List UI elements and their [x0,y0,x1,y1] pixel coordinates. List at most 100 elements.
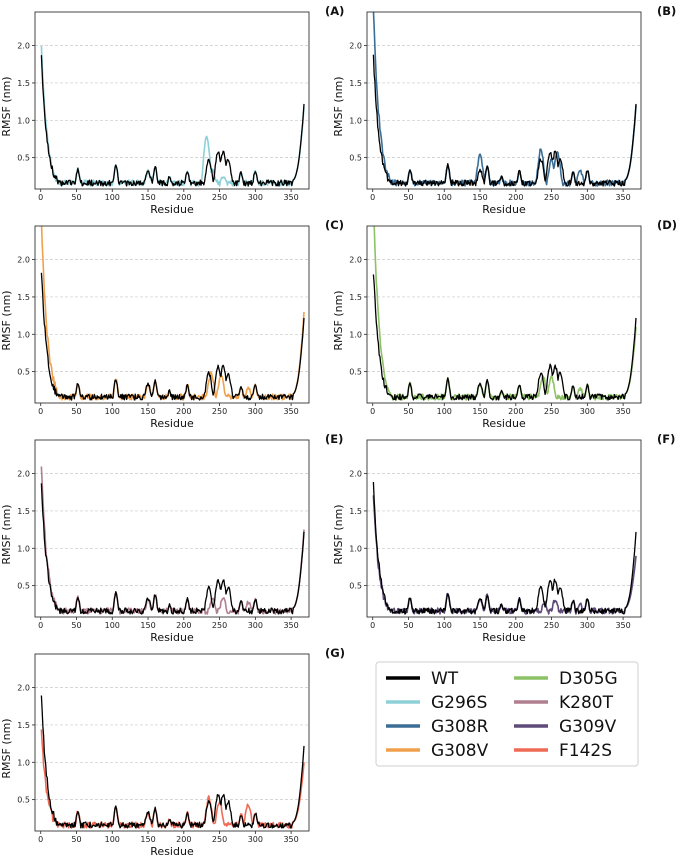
y-tick-label: 1.0 [349,330,362,339]
x-tick-label: 300 [580,621,595,630]
x-tick-label: 350 [283,621,298,630]
x-tick-label: 0 [370,407,375,416]
y-tick-label: 0.5 [17,796,30,805]
x-tick-label: 0 [38,193,43,202]
y-tick-label: 1.5 [17,79,30,88]
chart-panel: 0.5 1.0 1.5 2.0 0 50 100 150 200 250 300 350 Residue… [0,4,344,216]
y-tick-label: 1.0 [17,758,30,767]
y-axis-label: RMSF (nm) [0,290,13,350]
x-tick-label: 250 [544,407,559,416]
series-line-wt [40,483,305,615]
x-tick-label: 200 [508,407,523,416]
x-tick-label: 250 [544,193,559,202]
x-tick-label: 200 [176,407,191,416]
series-line-g296s [40,45,305,187]
x-axis-label: Residue [482,631,526,644]
y-tick-label: 2.0 [349,42,362,51]
x-tick-label: 150 [140,621,155,630]
x-tick-label: 300 [580,193,595,202]
x-tick-label: 150 [472,621,487,630]
legend: WT G296S G308R G308V D305G K280T G309V F142S [375,661,639,767]
x-tick-label: 0 [38,621,43,630]
y-axis-label: RMSF (nm) [332,504,345,564]
x-tick-label: 200 [176,835,191,844]
series-line-wt [40,695,305,829]
x-tick-label: 150 [140,835,155,844]
legend-label-f142s: F142S [559,741,612,761]
y-tick-label: 1.5 [17,721,30,730]
series-line-g308v [40,226,305,401]
x-tick-label: 0 [370,621,375,630]
series-line-wt [372,274,637,401]
x-tick-label: 150 [140,407,155,416]
x-tick-label: 150 [472,407,487,416]
x-tick-label: 100 [105,193,120,202]
y-tick-label: 0.5 [349,368,362,377]
x-axis-label: Residue [150,631,194,644]
legend-label-g309v: G309V [559,717,617,737]
plot-frame [34,11,310,190]
series-line-wt [372,481,637,615]
x-tick-label: 50 [403,621,413,630]
panel-label: (D) [657,218,677,232]
x-axis-label: Residue [482,417,526,430]
y-axis-label: RMSF (nm) [332,290,345,350]
y-tick-label: 1.0 [349,116,362,125]
series-line-g309v [372,495,637,615]
y-tick-label: 2.0 [17,684,30,693]
x-tick-label: 350 [615,407,630,416]
x-tick-label: 50 [403,407,413,416]
y-tick-label: 0.5 [349,582,362,591]
y-tick-label: 2.0 [349,256,362,265]
panel-label: (G) [325,646,345,660]
y-axis-label: RMSF (nm) [332,76,345,136]
chart-panel: 0.5 1.0 1.5 2.0 0 50 100 150 200 250 300 350 Residue… [0,218,344,430]
x-tick-label: 350 [615,621,630,630]
y-tick-label: 1.0 [17,544,30,553]
legend-label-d305g: D305G [559,669,618,689]
x-tick-label: 100 [437,621,452,630]
x-tick-label: 250 [212,835,227,844]
series-line-f142s [40,729,305,829]
x-tick-label: 150 [140,193,155,202]
plot-frame [366,225,642,404]
y-tick-label: 0.5 [17,154,30,163]
x-tick-label: 200 [176,621,191,630]
y-tick-label: 2.0 [17,256,30,265]
x-tick-label: 0 [38,407,43,416]
y-axis-label: RMSF (nm) [0,718,13,778]
series-line-d305g [373,226,637,401]
y-tick-label: 1.5 [17,507,30,516]
y-tick-label: 1.5 [349,79,362,88]
series-line-g308r [372,12,637,187]
x-tick-label: 200 [508,193,523,202]
plot-frame [34,439,310,618]
plot-frame [366,11,642,190]
series-line-k280t [40,466,305,615]
y-axis-label: RMSF (nm) [0,76,13,136]
y-tick-label: 1.5 [349,293,362,302]
chart-panel: 0.5 1.0 1.5 2.0 0 50 100 150 200 250 300 350 Residue… [332,432,675,644]
x-tick-label: 350 [615,193,630,202]
plot-frame [34,653,310,832]
x-tick-label: 150 [472,193,487,202]
y-tick-label: 1.0 [17,330,30,339]
y-tick-label: 0.5 [17,368,30,377]
x-tick-label: 250 [212,407,227,416]
x-tick-label: 350 [283,193,298,202]
x-tick-label: 100 [437,193,452,202]
x-axis-label: Residue [150,203,194,216]
y-tick-label: 1.5 [17,293,30,302]
x-tick-label: 250 [212,621,227,630]
legend-label-g308v: G308V [431,741,489,761]
y-tick-label: 2.0 [17,470,30,479]
y-axis-label: RMSF (nm) [0,504,13,564]
x-tick-label: 250 [212,193,227,202]
panel-label: (B) [657,4,676,18]
x-tick-label: 0 [38,835,43,844]
series-line-wt [40,272,305,401]
x-tick-label: 100 [105,835,120,844]
panel-label: (E) [325,432,343,446]
chart-panel: 0.5 1.0 1.5 2.0 0 50 100 150 200 250 300 350 Residue… [332,218,677,430]
y-tick-label: 1.0 [17,116,30,125]
